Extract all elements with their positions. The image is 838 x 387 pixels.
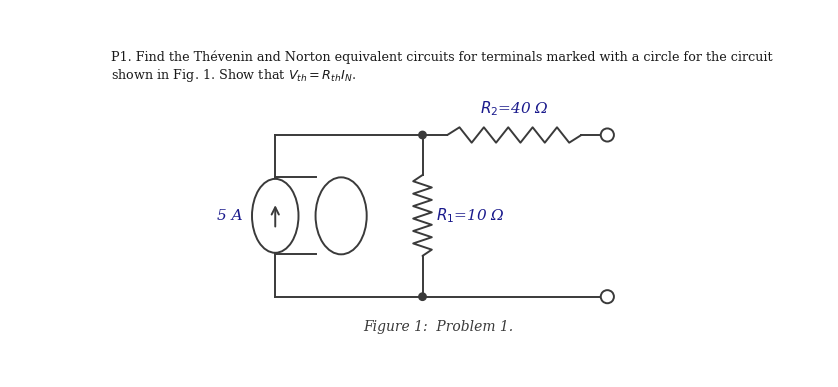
Text: $R_2$=40 Ω: $R_2$=40 Ω xyxy=(480,99,549,118)
Text: Figure 1:  Problem 1.: Figure 1: Problem 1. xyxy=(363,320,513,334)
Text: shown in Fig. 1. Show that $V_{th} = R_{th}I_N$.: shown in Fig. 1. Show that $V_{th} = R_{… xyxy=(111,67,356,84)
Text: $R_1$=10 Ω: $R_1$=10 Ω xyxy=(436,206,504,225)
Circle shape xyxy=(419,293,427,300)
Circle shape xyxy=(601,290,614,303)
Text: P1. Find the Thévenin and Norton equivalent circuits for terminals marked with a: P1. Find the Thévenin and Norton equival… xyxy=(111,50,773,64)
Circle shape xyxy=(601,128,614,142)
Ellipse shape xyxy=(252,179,298,253)
Ellipse shape xyxy=(316,177,367,254)
Text: 5 A: 5 A xyxy=(217,209,243,223)
Circle shape xyxy=(419,131,427,139)
